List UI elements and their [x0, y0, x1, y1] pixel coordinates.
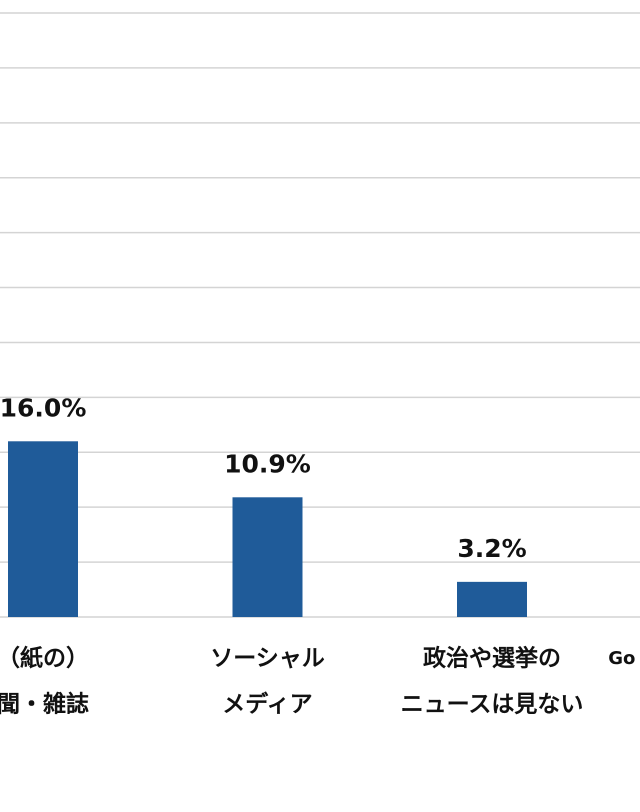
value-label: 10.9%	[224, 449, 311, 478]
bar	[8, 441, 78, 617]
x-tick-label: メディア	[222, 691, 312, 718]
x-tick-label: （紙の）	[0, 645, 89, 672]
value-label: 3.2%	[457, 534, 526, 563]
x-tick-label: 政治や選挙の	[423, 645, 561, 672]
x-tick-label: ニュースは見ない	[401, 692, 584, 718]
x-tick-label: ソーシャル	[210, 646, 325, 672]
x-tick-label: Go	[608, 648, 635, 669]
bar	[232, 497, 303, 617]
value-label: 16.0%	[0, 393, 86, 422]
bar	[457, 581, 527, 617]
x-tick-label: 聞・雑誌	[0, 691, 89, 718]
